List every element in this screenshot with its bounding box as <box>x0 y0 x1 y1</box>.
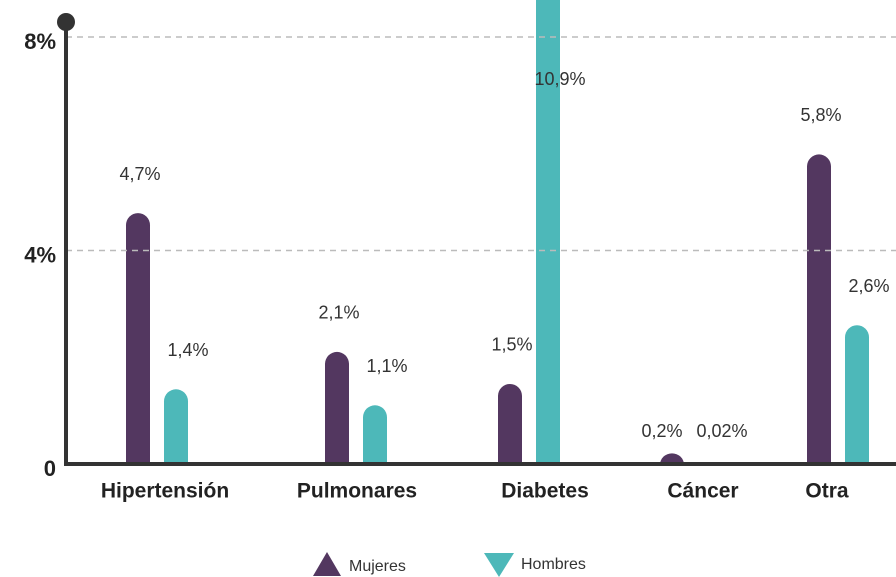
bar <box>498 383 522 464</box>
axis-cap <box>57 13 75 31</box>
bar <box>164 389 188 464</box>
legend-marker <box>484 553 514 577</box>
data-label: 4,7% <box>119 164 160 184</box>
data-label: 5,8% <box>800 105 841 125</box>
data-label: 2,1% <box>318 303 359 323</box>
y-tick-label: 8% <box>24 29 56 54</box>
bar <box>126 213 150 464</box>
legend-marker <box>313 552 341 576</box>
y-tick-label: 4% <box>24 242 56 267</box>
bar <box>807 154 831 464</box>
bar <box>363 405 387 464</box>
bar <box>660 453 684 464</box>
x-tick-label: Otra <box>805 480 849 503</box>
x-tick-label: Pulmonares <box>297 480 417 503</box>
data-label: 1,1% <box>366 356 407 376</box>
x-tick-label: Diabetes <box>501 480 589 503</box>
data-label: 1,4% <box>167 340 208 360</box>
bar <box>845 325 869 464</box>
legend-label: Mujeres <box>349 558 406 575</box>
data-label: 2,6% <box>848 276 889 296</box>
data-label: 0,02% <box>696 421 747 441</box>
data-label: 0,2% <box>641 421 682 441</box>
x-tick-label: Hipertensión <box>101 480 229 503</box>
bars <box>126 0 869 464</box>
bar <box>325 351 349 464</box>
data-label: 1,5% <box>491 335 532 355</box>
x-tick-label: Cáncer <box>667 480 738 503</box>
legend-label: Hombres <box>521 556 586 573</box>
bar <box>536 0 560 464</box>
data-label: 10,9% <box>534 69 585 89</box>
y-tick-label: 0 <box>44 456 56 481</box>
